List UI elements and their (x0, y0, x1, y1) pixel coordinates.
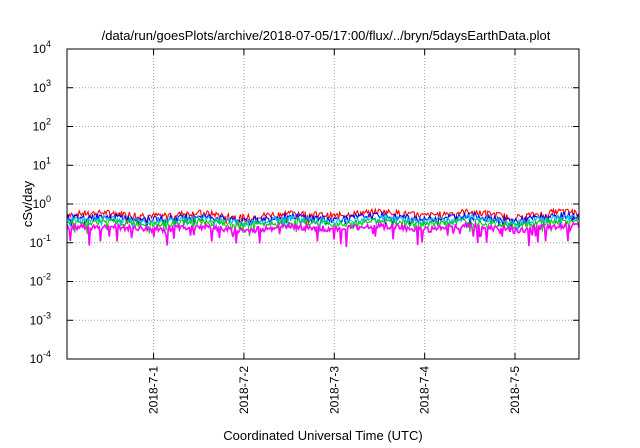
y-tick-label: 102 (33, 117, 51, 134)
y-axis-label: cSv/day (20, 180, 35, 227)
y-tick-label: 103 (33, 78, 51, 95)
series-line (66, 217, 580, 237)
series-layer (66, 207, 580, 248)
y-tick-label: 10-3 (30, 310, 51, 327)
series-line (66, 220, 580, 248)
y-tick-label: 10-1 (30, 233, 51, 250)
x-tick-label: 2018-7-2 (237, 366, 251, 414)
chart-title: /data/run/goesPlots/archive/2018-07-05/1… (102, 28, 551, 43)
y-tick-label: 10-4 (30, 349, 51, 366)
y-tick-label: 100 (33, 194, 51, 211)
y-tick-label: 104 (33, 39, 51, 56)
plot-frame (66, 48, 580, 360)
x-axis-label: Coordinated Universal Time (UTC) (223, 428, 422, 443)
x-tick-label: 2018-7-1 (147, 366, 161, 414)
y-tick-label: 101 (33, 155, 51, 172)
series-line (66, 213, 580, 233)
x-tick-label: 2018-7-3 (327, 366, 341, 414)
x-tick-label: 2018-7-4 (418, 366, 432, 414)
x-axis: 2018-7-1 2018-7-2 2018-7-3 2018-7-4 2018-7-5 (147, 49, 522, 414)
y-tick-label: 10-2 (30, 272, 51, 289)
grid (67, 48, 579, 360)
y-axis: 10-4 10-3 10-2 10-1 100 101 102 103 104 (30, 39, 579, 366)
x-tick-label: 2018-7-5 (508, 366, 522, 414)
